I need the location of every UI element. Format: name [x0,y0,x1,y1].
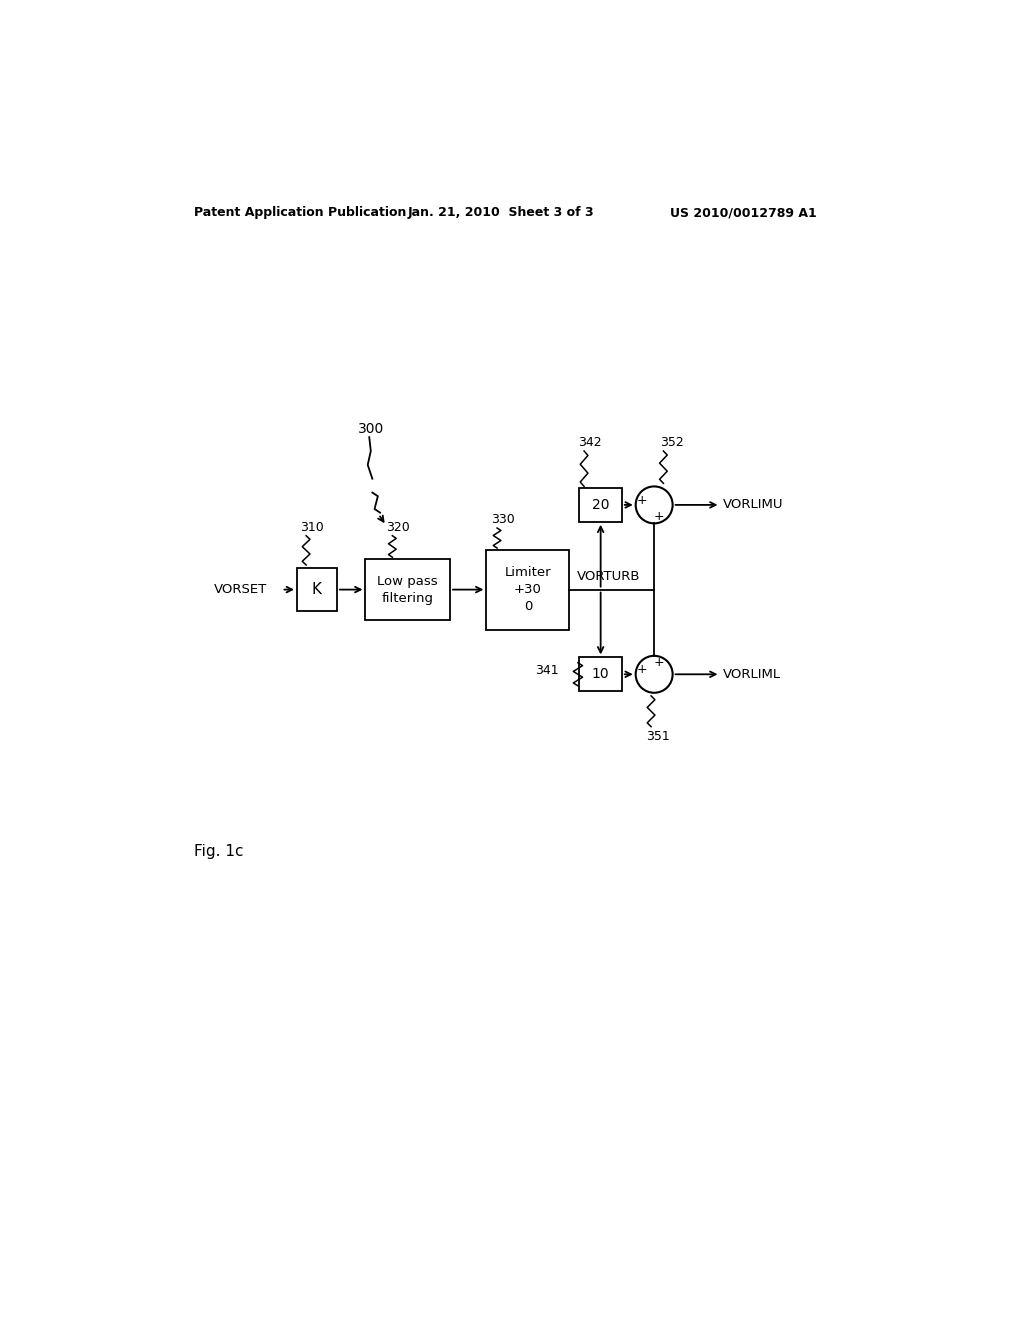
Text: 310: 310 [300,521,324,535]
Bar [580,657,622,692]
Text: 300: 300 [357,421,384,436]
Text: Jan. 21, 2010  Sheet 3 of 3: Jan. 21, 2010 Sheet 3 of 3 [408,206,594,219]
Text: +: + [653,510,665,523]
Bar [580,488,622,521]
Text: Limiter
+30
0: Limiter +30 0 [505,566,551,612]
Text: 330: 330 [490,513,515,527]
Text: VORLIMU: VORLIMU [723,499,783,511]
Text: Low pass
filtering: Low pass filtering [378,574,438,605]
Text: +: + [653,656,665,669]
Text: 341: 341 [535,664,558,677]
Text: VORSET: VORSET [214,583,267,597]
Text: +: + [637,663,647,676]
Text: US 2010/0012789 A1: US 2010/0012789 A1 [670,206,816,219]
Text: +: + [637,494,647,507]
Text: K: K [312,582,322,597]
Text: Patent Application Publication: Patent Application Publication [194,206,407,219]
Bar [297,568,337,611]
Text: 20: 20 [592,498,609,512]
Text: 10: 10 [592,668,609,681]
Text: Fig. 1c: Fig. 1c [194,843,244,859]
Bar [366,558,451,620]
Text: VORLIML: VORLIML [723,668,781,681]
Text: 342: 342 [578,437,601,449]
Text: 351: 351 [646,730,671,743]
Text: 320: 320 [386,521,410,535]
Text: VORTURB: VORTURB [578,570,641,583]
Bar [486,549,569,630]
Text: 352: 352 [660,437,684,449]
